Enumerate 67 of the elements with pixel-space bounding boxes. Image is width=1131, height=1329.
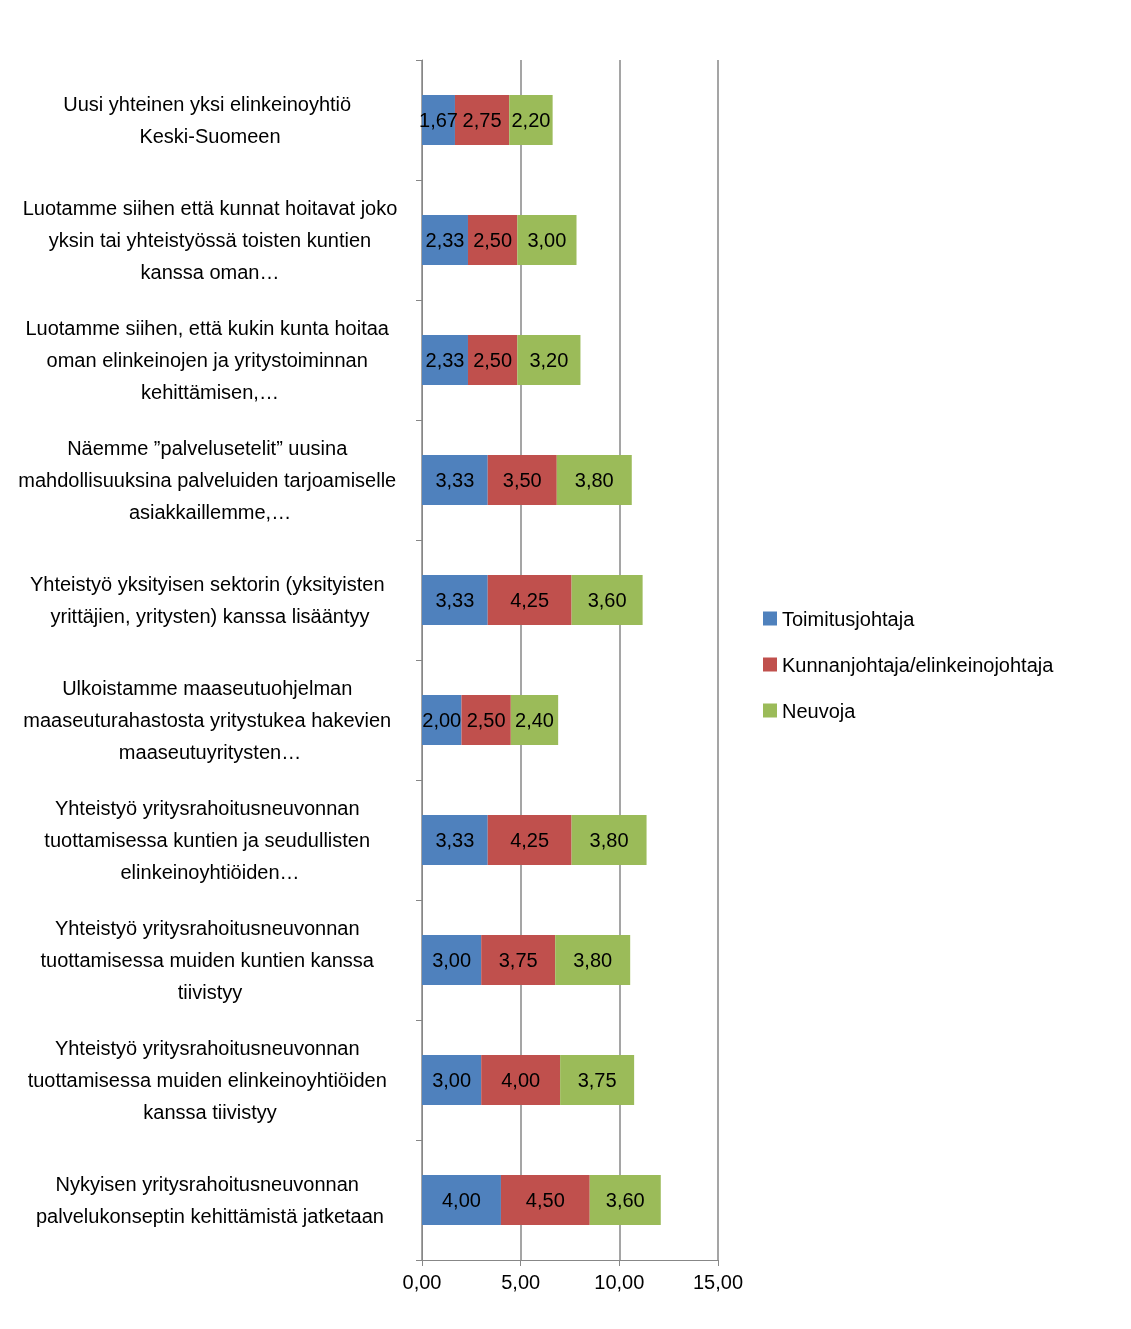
data-label: 3,33: [435, 589, 475, 611]
bar: [517, 215, 577, 265]
bar: [422, 455, 488, 505]
bar: [481, 1055, 561, 1105]
y-tick-label: Näemme ”palvelusetelit” uusina mahdollisuuksina palveluiden tarjoamiselle asiakkaillemme,…: [18, 437, 402, 523]
bar: [422, 815, 488, 865]
bar: [481, 935, 556, 985]
y-tick-label: Ulkoistamme maaseutuohjelman maaseuturahastosta yritystukea hakevien maaseutuyritysten…: [23, 677, 397, 763]
data-label: 4,00: [442, 1189, 481, 1211]
y-tick-label: Yhteistyö yksityisen sektorin (yksityisten yrittäjien, yritysten) kanssa lisääntyy: [29, 573, 391, 627]
data-label: 3,00: [527, 229, 567, 251]
bar: [560, 1055, 635, 1105]
bar: [422, 935, 482, 985]
bar: [487, 575, 572, 625]
x-tick-label: 5,00: [501, 1271, 541, 1293]
bar: [500, 1175, 590, 1225]
bar: [487, 815, 572, 865]
data-label: 4,00: [501, 1069, 541, 1091]
legend-label: Neuvoja: [782, 699, 857, 722]
bar: [571, 815, 647, 865]
data-label: 2,40: [515, 709, 554, 731]
data-label: 3,00: [432, 949, 472, 971]
bar: [422, 1055, 482, 1105]
data-label: 3,80: [573, 949, 613, 971]
x-tick-label: 15,00: [692, 1271, 744, 1293]
data-label: 2,00: [422, 709, 462, 731]
data-label: 3,80: [574, 469, 614, 491]
data-label: 3,60: [587, 589, 627, 611]
bar: [517, 335, 581, 385]
y-tick-label: Luotamme siihen, että kukin kunta hoitaa oman elinkeinojen ja yritystoiminnan kehittämisen,…: [25, 317, 395, 403]
bar: [589, 1175, 661, 1225]
data-label: 4,25: [510, 829, 550, 851]
data-label: 2,75: [462, 109, 502, 131]
y-tick-label: Yhteistyö yritysrahoitusneuvonnan tuottamisessa muiden kuntien kanssa tiivistyy: [40, 917, 380, 1003]
data-label: 3,75: [577, 1069, 617, 1091]
data-label: 2,20: [511, 109, 551, 131]
y-tick-label: Uusi yhteinen yksi elinkeinoyhtiö Keski-Suomeen: [63, 93, 357, 147]
y-tick-label: Yhteistyö yritysrahoitusneuvonnan tuottamisessa muiden elinkeinoyhtiöiden kanssa tiivistyy: [27, 1037, 393, 1123]
bar: [487, 455, 557, 505]
data-label: 2,50: [473, 349, 513, 371]
data-label: 3,00: [432, 1069, 472, 1091]
data-label: 4,25: [510, 589, 550, 611]
data-label: 2,50: [473, 229, 513, 251]
data-label: 2,50: [466, 709, 506, 731]
data-label: 4,50: [525, 1189, 565, 1211]
data-label: 3,33: [435, 469, 475, 491]
y-tick-label: Yhteistyö yritysrahoitusneuvonnan tuottamisessa kuntien ja seudullisten elinkeinoyhtiöiden…: [44, 797, 376, 883]
data-label: 3,20: [529, 349, 569, 371]
data-label: 3,50: [502, 469, 542, 491]
x-tick-label: 0,00: [402, 1271, 442, 1293]
data-label: 3,80: [589, 829, 629, 851]
x-tick-label: 10,00: [594, 1271, 645, 1293]
bar: [422, 575, 488, 625]
data-label: 2,33: [425, 349, 465, 371]
data-label: 3,60: [605, 1189, 645, 1211]
bar: [556, 455, 632, 505]
bar: [555, 935, 631, 985]
bar: [422, 1175, 501, 1225]
bar: [571, 575, 643, 625]
data-label: 3,33: [435, 829, 475, 851]
y-tick-label: Nykyisen yritysrahoitusneuvonnan palvelukonseptin kehittämistä jatketaan: [36, 1173, 384, 1227]
data-label: 3,75: [498, 949, 538, 971]
y-tick-label: Luotamme siihen että kunnat hoitavat joko yksin tai yhteistyössä toisten kuntien kanssa oman…: [22, 197, 398, 283]
bar: [461, 695, 511, 745]
legend-label: Kunnanjohtaja/elinkeinojohtaja: [782, 653, 1055, 676]
legend-label: Toimitusjohtaja: [782, 607, 916, 630]
data-label: 2,33: [425, 229, 465, 251]
